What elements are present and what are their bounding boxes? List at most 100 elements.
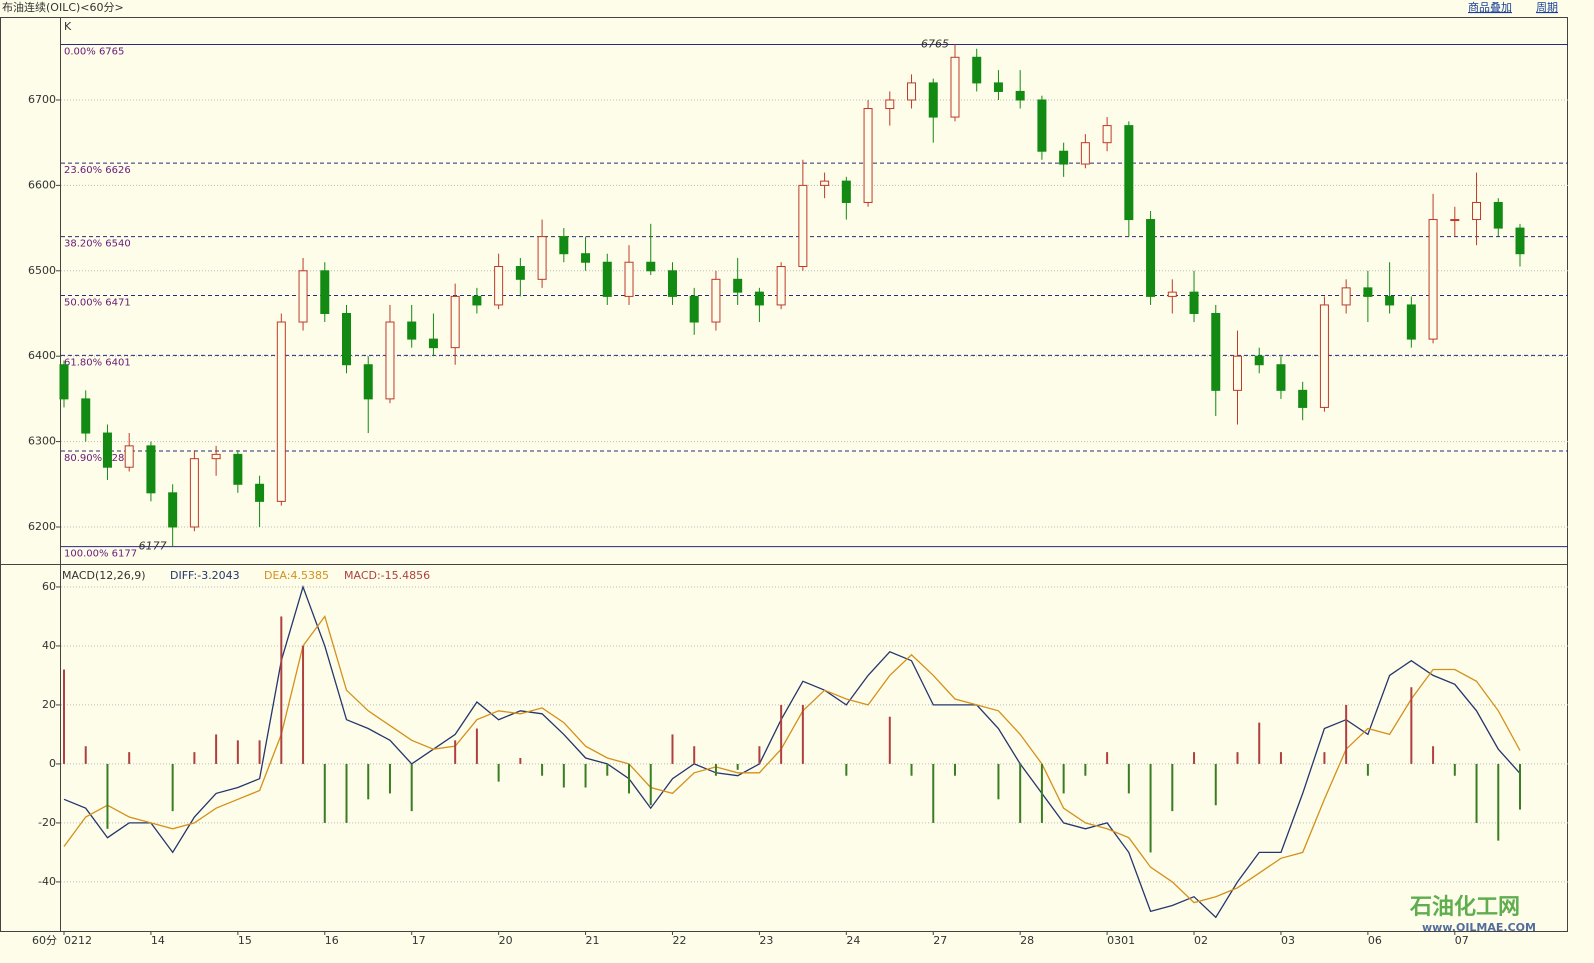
macd-bar (367, 763, 370, 800)
macd-bar (1193, 752, 1196, 764)
y-tick-label: 6400 (28, 349, 56, 362)
candle-body (1319, 304, 1329, 408)
candle-body (754, 291, 764, 306)
macd-bar (497, 763, 500, 782)
y-tick-label: 20 (42, 698, 56, 711)
macd-bar (1171, 763, 1174, 812)
macd-bar (1214, 763, 1217, 806)
macd-bar (693, 746, 696, 764)
macd-bar (888, 716, 891, 764)
candle-body (1254, 355, 1264, 366)
candle-body (298, 270, 308, 323)
y-tick-label: 6300 (28, 435, 56, 448)
macd-bar (1084, 763, 1087, 776)
candle-body (276, 321, 286, 502)
macd-bar (345, 763, 348, 823)
macd-bar (454, 740, 457, 764)
macd-bar (649, 763, 652, 806)
macd-bar (1432, 746, 1435, 764)
y-tick-label: 6700 (28, 93, 56, 106)
macd-bar (280, 616, 283, 764)
candle-body (1211, 312, 1221, 391)
candle-body (363, 364, 373, 400)
candle-body (711, 278, 721, 323)
x-tick-label: 03 (1281, 934, 1295, 947)
macd-bar (1410, 687, 1413, 764)
candle-body (776, 266, 786, 306)
macd-bar (1062, 763, 1065, 794)
header-title: 布油连续(OILC)<60分> (2, 0, 124, 14)
candle-body (1341, 287, 1351, 306)
candle-body (1450, 219, 1460, 222)
y-tick-label: -20 (38, 816, 56, 829)
overlay-button[interactable]: 商品叠加 (1468, 0, 1512, 14)
watermark-url: www.OILMAE.COM (1422, 921, 1536, 934)
fib-label: 100.00% 6177 (64, 549, 137, 560)
candle-body (581, 253, 591, 263)
candle-body (1493, 201, 1503, 229)
candle-body (1015, 90, 1025, 101)
macd-bar (1519, 763, 1521, 810)
macd-bar (736, 763, 739, 770)
candle-body (798, 184, 808, 268)
macd-bar (193, 752, 196, 764)
candle-body (972, 56, 982, 84)
x-tick-label: 14 (151, 934, 165, 947)
macd-bar (628, 763, 631, 794)
y-tick-label: 0 (49, 757, 56, 770)
candle-body (81, 398, 91, 434)
macd-bar (519, 758, 522, 764)
macd-bar (1475, 763, 1478, 823)
candle-body (472, 295, 482, 306)
x-tick-label: 0301 (1107, 934, 1135, 947)
candle-body (428, 338, 438, 349)
candle-body (515, 266, 525, 280)
period-button[interactable]: 周期 (1536, 1, 1558, 14)
x-tick-label: 27 (933, 934, 947, 947)
x-tick-label: 17 (412, 934, 426, 947)
x-tick-label: 07 (1455, 934, 1469, 947)
macd-bar (323, 763, 326, 823)
macd-bar (584, 763, 587, 788)
extreme-label: 6177 (139, 540, 167, 553)
macd-bar (953, 763, 956, 776)
candle-body (559, 236, 569, 255)
candle-body (1472, 201, 1482, 221)
macd-bar (714, 763, 717, 776)
candle-body (993, 82, 1003, 92)
legend-entry: MACD:-15.4856 (344, 569, 430, 582)
fib-label: 50.00% 6471 (64, 298, 131, 309)
macd-bar (932, 763, 935, 823)
candle-body (907, 82, 917, 101)
y-tick-label: 6200 (28, 520, 56, 533)
candle-body (602, 261, 612, 297)
candle-body (841, 180, 851, 203)
macd-bar (410, 763, 413, 812)
macd-bar (388, 763, 391, 794)
candle-body (646, 261, 656, 272)
macd-bar (845, 763, 848, 776)
candle-body (667, 270, 677, 297)
macd-bar (562, 763, 565, 788)
y-tick-label: -40 (38, 875, 56, 888)
frame (0, 17, 1568, 932)
macd-bar (302, 645, 305, 764)
macd-bar (63, 669, 65, 764)
fib-label: 38.20% 6540 (64, 239, 131, 250)
candle-body (407, 321, 417, 340)
candle-body (1189, 291, 1199, 314)
candle-body (1102, 125, 1112, 144)
macd-bar (606, 763, 609, 776)
macd-bar (541, 763, 544, 776)
candle-body (820, 180, 830, 186)
macd-bar (171, 763, 174, 812)
legend-entry: DEA:4.5385 (264, 569, 329, 582)
candle-body (211, 453, 221, 460)
macd-bar (1258, 722, 1261, 764)
macd-bar (1453, 763, 1456, 776)
x-tick-label: 22 (672, 934, 686, 947)
candle-body (1059, 150, 1069, 165)
candle-body (342, 312, 352, 366)
